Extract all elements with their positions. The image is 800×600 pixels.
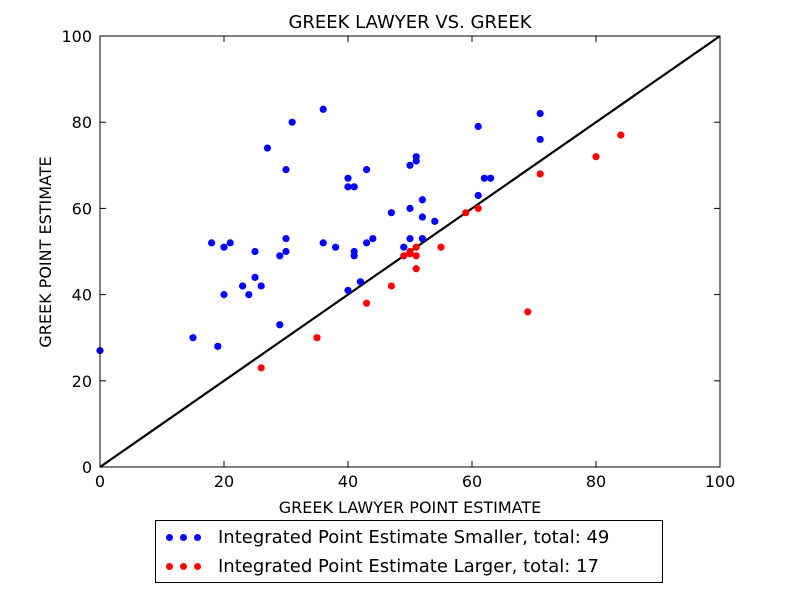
data-point-series0-17	[282, 247, 290, 256]
legend-marker-blue	[164, 531, 208, 543]
data-point-series0-12	[263, 144, 271, 152]
data-point-series1-11	[474, 204, 482, 212]
plot-frame	[99, 35, 721, 468]
x-axis-label: GREEK LAWYER POINT ESTIMATE	[279, 498, 542, 517]
data-point-series1-16	[406, 250, 414, 258]
data-point-series0-29	[363, 166, 371, 174]
x-tick-label: 40	[338, 472, 358, 491]
chart-title: GREEK LAWYER VS. GREEK	[288, 12, 532, 33]
data-point-series0-16	[282, 234, 290, 243]
x-tick-label: 80	[586, 472, 606, 491]
x-tick-label: 60	[462, 472, 482, 491]
data-point-series0-7	[239, 282, 247, 290]
legend-label-larger: Integrated Point Estimate Larger, total:…	[218, 555, 599, 577]
data-point-series0-24	[344, 286, 352, 294]
data-point-series0-33	[400, 243, 408, 251]
data-point-series0-43	[474, 122, 482, 131]
data-point-series1-3	[387, 282, 395, 290]
y-tick-label: 40	[72, 286, 92, 305]
data-point-series0-18	[288, 118, 296, 126]
y-axis-label: GREEK POINT ESTIMATE	[36, 156, 55, 347]
data-point-series1-0	[257, 364, 265, 372]
legend: Integrated Point Estimate Smaller, total…	[155, 520, 663, 583]
data-point-series1-14	[592, 153, 600, 161]
series-0	[96, 105, 544, 355]
data-point-series0-39	[418, 196, 426, 204]
data-point-series1-13	[536, 170, 544, 178]
data-point-series0-21	[332, 243, 340, 251]
x-tick-label: 0	[95, 472, 105, 491]
data-point-series1-9	[437, 243, 445, 251]
legend-item-larger: Integrated Point Estimate Larger, total:…	[164, 552, 599, 580]
data-point-series1-15	[617, 131, 625, 139]
data-point-series1-6	[412, 243, 420, 251]
data-point-series0-20	[319, 239, 327, 247]
data-point-series0-19	[319, 105, 327, 113]
data-point-series0-23	[344, 183, 352, 191]
legend-item-smaller: Integrated Point Estimate Smaller, total…	[164, 523, 609, 551]
data-point-series1-1	[313, 334, 321, 342]
data-point-series1-12	[524, 308, 532, 316]
data-point-series0-35	[406, 204, 414, 212]
data-point-series0-22	[344, 174, 352, 182]
y-tick-label: 0	[82, 458, 92, 477]
x-tick-label: 20	[214, 472, 234, 491]
data-point-series0-32	[387, 209, 395, 217]
data-point-series0-30	[363, 239, 371, 247]
data-point-series0-31	[369, 234, 377, 243]
data-point-series0-14	[276, 321, 284, 329]
data-point-series0-1	[189, 334, 197, 342]
data-point-series0-15	[282, 166, 290, 174]
data-point-series0-9	[251, 247, 259, 256]
y-tick-label: 60	[72, 199, 92, 218]
data-point-series0-44	[474, 191, 482, 200]
data-point-series1-7	[412, 252, 420, 260]
data-point-series0-13	[276, 252, 284, 260]
x-tick-label: 100	[705, 472, 736, 491]
data-point-series0-34	[406, 161, 414, 169]
data-point-series0-46	[487, 174, 495, 182]
plot-area	[96, 35, 721, 468]
data-point-series0-11	[257, 282, 265, 290]
data-point-series0-25	[350, 183, 358, 191]
data-point-series0-6	[226, 239, 234, 247]
axes: 0 20 40 60 80 100 0 20 40 60 80 100	[61, 27, 735, 491]
data-point-series0-4	[220, 243, 228, 251]
data-point-series0-36	[406, 234, 414, 243]
data-point-series0-3	[214, 342, 222, 350]
legend-label-smaller: Integrated Point Estimate Smaller, total…	[218, 526, 610, 548]
data-point-series0-42	[431, 217, 439, 225]
data-point-series0-47	[536, 109, 544, 118]
data-point-series0-8	[245, 291, 253, 299]
data-point-series0-45	[480, 174, 488, 182]
data-point-series1-4	[400, 252, 408, 260]
data-point-series0-41	[418, 234, 426, 243]
y-tick-label: 100	[61, 27, 92, 46]
data-point-series1-8	[412, 265, 420, 273]
data-point-series0-40	[418, 213, 426, 221]
data-point-series0-5	[220, 291, 228, 299]
data-point-series1-2	[363, 299, 371, 307]
y-tick-label: 80	[72, 113, 92, 132]
data-point-series0-10	[251, 273, 259, 281]
data-point-series0-2	[208, 239, 216, 247]
legend-marker-red	[164, 560, 208, 572]
data-point-series0-27	[350, 252, 358, 260]
data-point-series0-28	[356, 278, 364, 286]
y-tick-label: 20	[72, 372, 92, 391]
data-point-series0-48	[536, 135, 544, 144]
data-point-series0-38	[412, 157, 420, 165]
series-1	[257, 131, 625, 372]
data-point-series1-10	[462, 209, 470, 217]
